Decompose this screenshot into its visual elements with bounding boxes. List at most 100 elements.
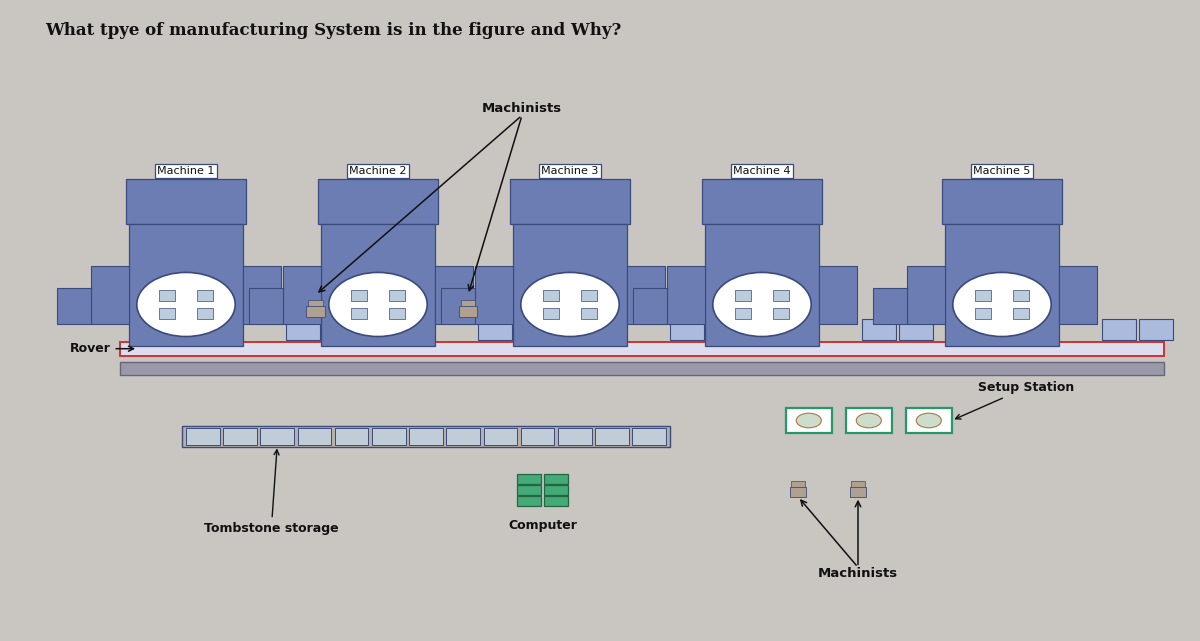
Bar xyxy=(461,300,475,306)
Bar xyxy=(373,310,383,342)
Bar xyxy=(197,308,214,319)
Ellipse shape xyxy=(857,413,881,428)
Text: Machinists: Machinists xyxy=(482,103,562,115)
Bar xyxy=(517,496,541,506)
Text: Machine 5: Machine 5 xyxy=(973,166,1031,176)
Bar xyxy=(900,319,934,340)
Bar xyxy=(521,428,554,445)
Ellipse shape xyxy=(713,272,811,337)
Bar xyxy=(244,266,282,324)
Bar xyxy=(774,308,790,319)
Bar xyxy=(734,290,751,301)
Bar xyxy=(906,408,952,433)
Bar xyxy=(181,310,191,342)
Bar xyxy=(1140,319,1174,340)
Bar xyxy=(544,485,568,495)
Bar xyxy=(352,308,367,319)
Ellipse shape xyxy=(329,272,427,337)
Bar xyxy=(786,408,832,433)
Ellipse shape xyxy=(953,272,1051,337)
Bar xyxy=(632,428,666,445)
Bar xyxy=(517,474,541,483)
Bar xyxy=(581,290,598,301)
Text: Machine 1: Machine 1 xyxy=(157,166,215,176)
Bar xyxy=(544,474,568,483)
Bar xyxy=(352,290,367,301)
Bar xyxy=(581,308,598,319)
Bar xyxy=(671,319,704,340)
Bar xyxy=(287,319,320,340)
Text: Computer: Computer xyxy=(508,519,577,532)
Bar xyxy=(1014,290,1030,301)
Bar xyxy=(850,487,866,497)
Bar xyxy=(554,309,586,313)
Bar xyxy=(186,428,220,445)
Bar xyxy=(514,224,628,346)
Bar xyxy=(158,290,175,301)
Bar xyxy=(846,408,892,433)
Bar xyxy=(1060,266,1098,324)
Bar xyxy=(442,288,475,324)
Text: Machine 4: Machine 4 xyxy=(733,166,791,176)
Bar xyxy=(436,266,473,324)
Bar xyxy=(158,308,175,319)
Bar xyxy=(322,224,436,346)
Bar xyxy=(774,290,790,301)
Bar xyxy=(790,487,806,497)
Bar xyxy=(734,308,751,319)
Bar xyxy=(372,428,406,445)
Bar xyxy=(318,179,438,224)
Bar xyxy=(565,310,575,342)
Ellipse shape xyxy=(137,272,235,337)
Bar xyxy=(667,266,706,324)
Bar xyxy=(634,288,667,324)
Bar xyxy=(510,179,630,224)
Text: Machine 3: Machine 3 xyxy=(541,166,599,176)
Ellipse shape xyxy=(521,272,619,337)
Bar xyxy=(974,290,991,301)
Bar xyxy=(478,319,511,340)
Bar xyxy=(324,319,358,340)
Bar xyxy=(260,428,294,445)
Bar xyxy=(974,308,991,319)
Text: What tpye of manufacturing System is in the figure and Why?: What tpye of manufacturing System is in … xyxy=(46,22,622,40)
Bar xyxy=(298,428,331,445)
Bar xyxy=(335,428,368,445)
Bar xyxy=(182,426,670,447)
Bar xyxy=(1014,308,1030,319)
Bar xyxy=(558,428,592,445)
Bar xyxy=(595,428,629,445)
Bar xyxy=(708,319,742,340)
Bar xyxy=(997,310,1007,342)
Bar xyxy=(628,266,666,324)
Bar xyxy=(390,308,406,319)
Text: Tombstone storage: Tombstone storage xyxy=(204,450,338,535)
Bar xyxy=(170,309,202,313)
Bar xyxy=(517,485,541,495)
Bar xyxy=(362,309,394,313)
Bar xyxy=(942,179,1062,224)
Text: Machinists: Machinists xyxy=(818,567,898,580)
Bar xyxy=(484,428,517,445)
Bar xyxy=(126,179,246,224)
Bar xyxy=(120,342,1164,356)
Bar xyxy=(409,428,443,445)
Text: Machine 2: Machine 2 xyxy=(349,166,407,176)
Bar xyxy=(91,266,130,324)
Bar xyxy=(542,290,559,301)
Bar xyxy=(863,319,895,340)
Ellipse shape xyxy=(917,413,941,428)
Bar xyxy=(757,310,767,342)
Bar xyxy=(120,362,1164,375)
Bar xyxy=(706,224,818,346)
Bar xyxy=(542,308,559,319)
Bar xyxy=(458,306,478,317)
Bar xyxy=(446,428,480,445)
Bar xyxy=(306,306,325,317)
Bar xyxy=(746,309,778,313)
Bar xyxy=(197,290,214,301)
Bar xyxy=(872,288,907,324)
Bar xyxy=(986,309,1018,313)
Bar xyxy=(390,290,406,301)
Bar xyxy=(516,319,550,340)
